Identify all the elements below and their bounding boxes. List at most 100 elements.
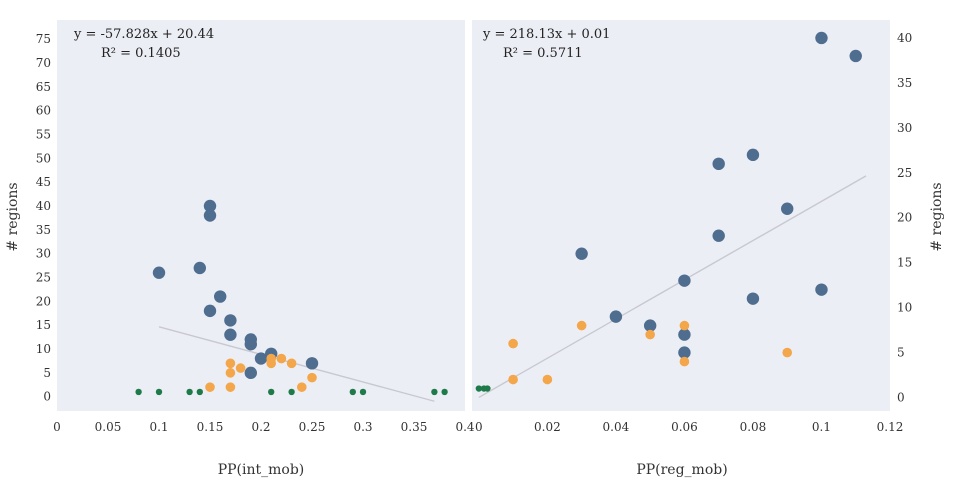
right-scatter-point (712, 229, 725, 242)
left-scatter-point (286, 358, 297, 369)
right-scatter-point (746, 292, 760, 305)
right-scatter-point (475, 385, 483, 392)
left-plot-area (57, 20, 465, 411)
left-y-tick-label: 30 (36, 247, 51, 261)
left-scatter-point (224, 328, 237, 341)
left-y-tick-label: 15 (36, 318, 51, 332)
left-y-tick-label: 70 (36, 56, 51, 70)
left-scatter-point (196, 388, 203, 396)
left-scatter-point (235, 363, 246, 373)
left-scatter-point (186, 388, 193, 396)
left-y-tick-label: 10 (36, 342, 51, 356)
right-x-tick-label: 0.02 (534, 420, 561, 434)
right-scatter-point (781, 202, 794, 215)
left-y-tick-label: 25 (36, 270, 51, 284)
left-scatter-point (203, 209, 217, 222)
right-x-tick-label: 0.1 (812, 420, 831, 434)
right-y-tick-label: 35 (897, 76, 912, 90)
right-trendline-r2: R² = 0.5711 (503, 46, 583, 61)
left-scatter-point (288, 388, 295, 396)
left-y-tick-label: 5 (43, 366, 51, 380)
left-scatter-point (268, 388, 275, 396)
left-x-tick-label: 0.15 (197, 420, 224, 434)
left-scatter-point (254, 352, 268, 365)
left-scatter-point (135, 388, 142, 396)
left-y-tick-label: 0 (43, 390, 51, 404)
right-scatter-point (678, 346, 691, 359)
left-scatter-point (297, 382, 307, 392)
right-x-tick-label: 0.06 (671, 420, 698, 434)
right-plot-area (472, 20, 890, 411)
right-y-axis-title: # regions (929, 182, 945, 251)
right-y-tick-label: 20 (897, 211, 912, 225)
left-y-axis-title: # regions (5, 182, 21, 251)
left-x-tick-label: 0.25 (299, 420, 326, 434)
left-scatter-point (155, 388, 163, 396)
right-y-tick-label: 10 (897, 301, 912, 315)
left-trendline-r2: R² = 0.1405 (101, 46, 181, 61)
right-scatter-point (712, 157, 725, 171)
left-x-tick-label: 0.3 (353, 420, 372, 434)
left-y-tick-label: 65 (36, 80, 51, 94)
left-y-tick-label: 45 (36, 175, 51, 189)
right-y-tick-label: 0 (897, 391, 905, 405)
right-x-tick-label: 0.04 (603, 420, 630, 434)
left-scatter-point (244, 366, 257, 380)
left-scatter-point (359, 388, 367, 396)
right-x-tick-label: 0.08 (740, 420, 767, 434)
right-scatter-point (645, 329, 655, 340)
right-scatter-point (508, 374, 518, 385)
right-scatter-point (575, 247, 588, 260)
right-y-tick-label: 25 (897, 166, 912, 180)
right-x-tick-label: 0 (475, 420, 483, 434)
left-x-tick-label: 0.05 (95, 420, 122, 434)
left-scatter-point (244, 338, 257, 351)
left-scatter-point (266, 358, 277, 369)
right-x-axis-title: PP(reg_mob) (636, 462, 727, 478)
left-scatter-point (441, 388, 448, 396)
left-x-tick-label: 0.35 (401, 420, 428, 434)
left-scatter-point (349, 388, 356, 396)
right-y-tick-label: 15 (897, 256, 912, 270)
right-scatter-point (609, 310, 623, 323)
left-trendline (158, 326, 435, 402)
right-y-tick-label: 5 (897, 346, 905, 360)
right-scatter-point (576, 320, 587, 331)
left-scatter-point (225, 382, 236, 392)
right-y-tick-label: 40 (897, 31, 912, 45)
left-scatter-point (193, 261, 206, 275)
right-scatter-point (678, 274, 691, 287)
left-x-axis-title: PP(int_mob) (218, 462, 305, 478)
left-trendline-equation: y = -57.828x + 20.44 (73, 27, 214, 42)
left-y-tick-label: 60 (36, 104, 51, 118)
right-scatter-point (542, 374, 553, 385)
left-x-tick-label: 0.4 (455, 420, 474, 434)
left-y-tick-label: 35 (36, 223, 51, 237)
right-scatter-point (679, 356, 690, 367)
right-scatter-point (782, 347, 793, 358)
right-scatter-point (678, 328, 691, 341)
left-scatter-point (431, 388, 438, 396)
right-scatter-point (849, 49, 862, 63)
right-trendline-equation: y = 218.13x + 0.01 (482, 27, 610, 42)
left-scatter-point (305, 357, 319, 370)
left-y-tick-label: 20 (36, 294, 51, 308)
left-scatter-point (225, 368, 236, 378)
right-scatter-point (815, 31, 828, 45)
left-scatter-point (224, 314, 237, 327)
left-y-tick-label: 55 (36, 127, 51, 141)
left-scatter-point (203, 304, 217, 318)
left-x-tick-label: 0.1 (149, 420, 168, 434)
left-scatter-point (307, 372, 317, 383)
left-scatter-point (225, 358, 236, 369)
right-scatter-point (643, 319, 657, 332)
right-scatter-point (484, 385, 491, 392)
left-y-tick-label: 50 (36, 151, 51, 165)
right-scatter-point (815, 283, 828, 296)
left-scatter-point (276, 353, 287, 364)
left-y-tick-label: 75 (36, 32, 51, 46)
left-x-tick-label: 0.2 (251, 420, 270, 434)
left-scatter-point (205, 382, 215, 392)
